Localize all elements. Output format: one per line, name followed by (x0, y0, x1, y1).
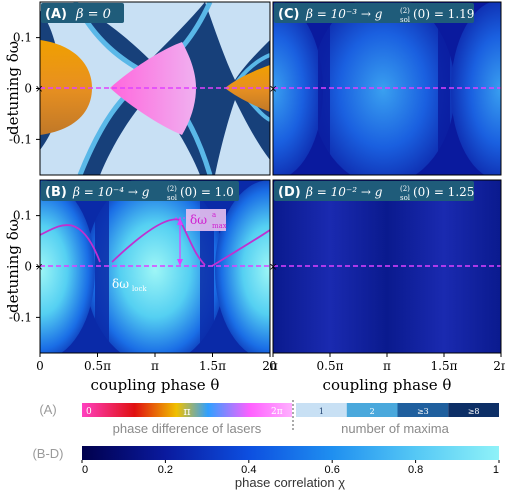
phase-colorbar (82, 403, 292, 417)
lock-region-orange-right (225, 65, 270, 112)
maxima-swatch (296, 403, 347, 417)
x-marker-c: × (269, 84, 277, 95)
phase-tick-pi: π (183, 405, 190, 418)
panel-b-g2: (0) = 1.0 (180, 185, 234, 199)
x-ticks: 0 0.5π π 1.5π 2π0 0.5π π 1.5π 2π (36, 353, 505, 373)
phase-tick-2pi: 2π (271, 407, 283, 417)
svg-text:(2): (2) (400, 185, 410, 193)
y-ticks: 0.1 0 -0.1 0.1 0 -0.1 (9, 31, 40, 324)
panel-d-beta: β = 10⁻² → g (305, 185, 383, 199)
lock-annotation: δω lock (112, 277, 147, 293)
x-tick-label-left: 0.5π (84, 359, 111, 373)
svg-text:lock: lock (132, 285, 147, 293)
panel-b (40, 180, 270, 353)
chi-tick-label: 0.8 (408, 464, 423, 476)
colorbar-bd-row-label: (B-D) (32, 446, 63, 461)
colorbar-bd: (B-D) 0 0.2 0.4 0.6 0.8 1 phase correlation χ (32, 446, 500, 490)
chi-tick-label: 1 (493, 464, 499, 476)
panel-c-g2: (0) = 1.19 (413, 7, 474, 21)
phase-tick-0: 0 (86, 407, 92, 417)
maxima-tick-label: 2 (370, 407, 375, 416)
chi-ticks: 0 0.2 0.4 0.6 0.8 1 (81, 460, 500, 476)
x-tick-label-left: 0 (36, 359, 44, 373)
panel-b-label: (B) β = 10⁻⁴ → g (2) sol (0) = 1.0 (41, 181, 239, 202)
x-tick-label-right: π (383, 359, 391, 373)
maxima-colorbar: 1 2 ≥3 ≥8 (296, 403, 499, 417)
svg-text:(2): (2) (400, 7, 410, 15)
panel-d-tag: (D) (278, 185, 301, 200)
panel-a-label: (A) β = 0 (41, 3, 124, 23)
panel-b-tag: (B) (45, 185, 67, 200)
panel-c-label: (C) β = 10⁻³ → g (2) sol (0) = 1.19 (274, 3, 474, 24)
region-one-max-left (40, 2, 150, 175)
chi-tick-label: 0 (82, 464, 88, 476)
colorbar-a: (A) 0 π 2π 1 2 ≥3 ≥8 phase difference of la… (39, 400, 499, 436)
svg-text:sol: sol (167, 194, 178, 202)
x-axis-label-right: coupling phase θ (323, 376, 452, 394)
svg-text:max: max (212, 222, 227, 230)
panel-d (273, 180, 501, 353)
svg-text:δω: δω (112, 277, 129, 291)
y-axis-label-top: detuning δω (4, 41, 22, 135)
colorbar-a-row-label: (A) (39, 402, 56, 417)
panel-b-beta: β = 10⁻⁴ → g (72, 185, 150, 199)
x-marker-a: × (35, 84, 43, 95)
panel-d-label: (D) β = 10⁻² → g (2) sol (0) = 1.25 (274, 181, 474, 202)
y-axis-label-bottom: detuning δω (4, 219, 22, 313)
x-tick-label-right: 1.5π (431, 359, 458, 373)
x-tick-label-left: 1.5π (199, 359, 226, 373)
svg-text:sol: sol (400, 194, 411, 202)
chi-tick-label: 0.4 (241, 464, 256, 476)
maxima-tick-label: ≥8 (468, 407, 480, 416)
y-tick-label-bottom: 0 (24, 260, 32, 274)
chi-tick-label: 0.2 (158, 464, 173, 476)
panel-c-beta: β = 10⁻³ → g (305, 7, 383, 21)
y-tick-label-bottom: 0.1 (13, 209, 32, 223)
panel-d-g2: (0) = 1.25 (413, 185, 474, 199)
svg-text:a: a (212, 211, 216, 219)
max-annotation: δω a max (186, 209, 227, 231)
svg-text:sol: sol (400, 16, 411, 24)
x-tick-label-right: 0.5π (317, 359, 344, 373)
panel-a-tag: (A) (45, 7, 67, 22)
maxima-swatch (448, 403, 499, 417)
y-tick-label-bottom: -0.1 (9, 310, 32, 324)
maxima-tick-label: 1 (319, 407, 324, 416)
panel-a (40, 2, 270, 175)
phase-caption: phase difference of lasers (113, 421, 262, 436)
panel-c (273, 2, 501, 175)
maxima-swatch (346, 403, 398, 417)
y-tick-label-top: -0.1 (9, 132, 32, 146)
y-tick-label-top: 0 (24, 82, 32, 96)
x-tick-label-right: 2π (493, 359, 505, 373)
x-marker-d: × (269, 262, 277, 273)
region-one-max-bottom (100, 95, 200, 175)
x-tick-label-right: 0 (269, 359, 277, 373)
y-tick-label-top: 0.1 (13, 31, 32, 45)
x-marker-b: × (35, 262, 43, 273)
chi-colorbar (82, 446, 499, 460)
panel-c-frame (272, 1, 502, 176)
panel-c-tag: (C) (278, 7, 299, 22)
maxima-caption: number of maxima (341, 421, 449, 436)
svg-text:δω: δω (190, 213, 207, 227)
chi-tick-label: 0.6 (325, 464, 340, 476)
svg-text:(2): (2) (167, 185, 177, 193)
x-axis-label-left: coupling phase θ (91, 376, 220, 394)
chi-caption: phase correlation χ (235, 475, 345, 490)
maxima-swatch (397, 403, 449, 417)
maxima-tick-label: ≥3 (417, 407, 429, 416)
panel-a-beta: β = 0 (75, 7, 111, 22)
x-tick-label-left: π (151, 359, 159, 373)
x-tick-label-left: 2π (262, 359, 278, 373)
